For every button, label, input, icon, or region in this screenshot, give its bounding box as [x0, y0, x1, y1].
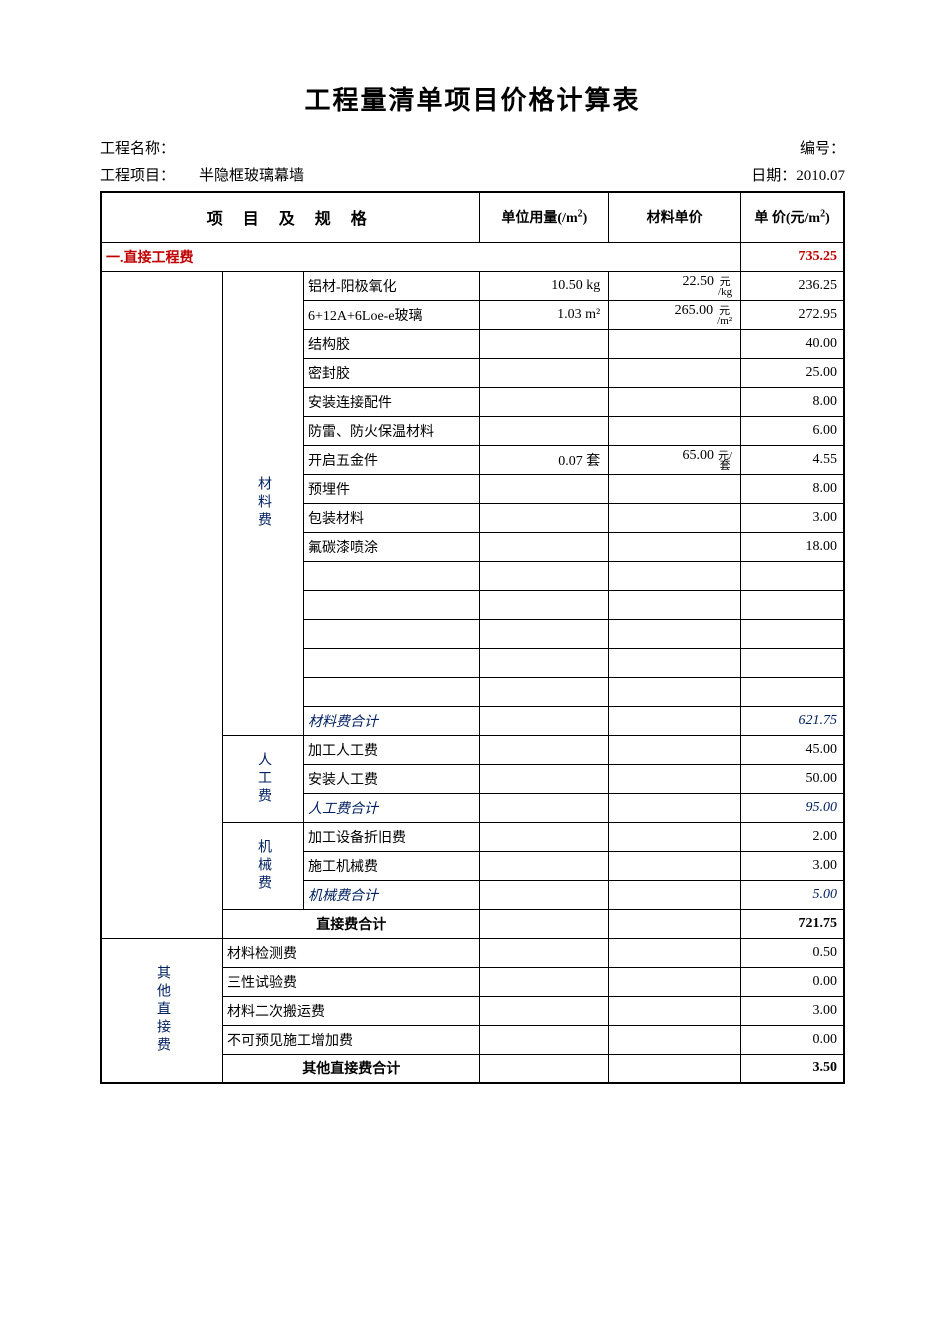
- item-price: 236.25: [741, 271, 844, 300]
- item-price: 3.00: [741, 851, 844, 880]
- item-price: 0.00: [741, 1025, 844, 1054]
- item-unitprice: 65.00元/套: [609, 445, 741, 474]
- meta-row-1: 工程名称： 编号：: [100, 137, 845, 158]
- category-machinery: 机械费: [223, 822, 304, 909]
- machinery-subtotal: 5.00: [741, 880, 844, 909]
- item-desc: 不可预见施工增加费: [223, 1025, 480, 1054]
- item-unitprice: [609, 532, 741, 561]
- item-price: 45.00: [741, 735, 844, 764]
- item-usage: [480, 474, 609, 503]
- item-price: 3.00: [741, 503, 844, 532]
- item-price: 2.00: [741, 822, 844, 851]
- item-desc: 氟碳漆喷涂: [304, 532, 480, 561]
- item-desc: 材料二次搬运费: [223, 996, 480, 1025]
- item-price: 6.00: [741, 416, 844, 445]
- pricing-table: 项 目 及 规 格 单位用量(/m2) 材料单价 单 价(元/m2) 一.直接工…: [100, 191, 845, 1084]
- item-price: 0.50: [741, 938, 844, 967]
- item-unitprice: 22.50元/kg: [609, 271, 741, 300]
- item-usage: [480, 416, 609, 445]
- item-desc: 安装连接配件: [304, 387, 480, 416]
- project-value: 半隐框玻璃幕墙: [199, 164, 304, 185]
- item-unitprice: [609, 416, 741, 445]
- item-desc: 预埋件: [304, 474, 480, 503]
- item-unitprice: 265.00元/m²: [609, 300, 741, 329]
- materials-subtotal-label: 材料费合计: [304, 706, 480, 735]
- item-unitprice: [609, 474, 741, 503]
- item-price: 3.00: [741, 996, 844, 1025]
- item-usage: [480, 358, 609, 387]
- item-desc: 密封胶: [304, 358, 480, 387]
- item-usage: 10.50 kg: [480, 271, 609, 300]
- materials-subtotal: 621.75: [741, 706, 844, 735]
- item-desc: 材料检测费: [223, 938, 480, 967]
- item-desc: 加工人工费: [304, 735, 480, 764]
- number-label: 编号：: [800, 137, 845, 158]
- meta-row-2: 工程项目： 半隐框玻璃幕墙 日期：2010.07: [100, 164, 845, 185]
- category-labor: 人工费: [223, 735, 304, 822]
- item-price: 40.00: [741, 329, 844, 358]
- item-desc: 防雷、防火保温材料: [304, 416, 480, 445]
- item-price: 25.00: [741, 358, 844, 387]
- other-subtotal-label: 其他直接费合计: [223, 1054, 480, 1083]
- item-unitprice: [609, 329, 741, 358]
- project-label: 工程项目：: [100, 164, 175, 185]
- item-price: 272.95: [741, 300, 844, 329]
- item-usage: 0.07 套: [480, 445, 609, 474]
- category-materials: 材料费: [223, 271, 304, 735]
- labor-subtotal-label: 人工费合计: [304, 793, 480, 822]
- item-price: 8.00: [741, 474, 844, 503]
- machinery-subtotal-label: 机械费合计: [304, 880, 480, 909]
- table-body: 一.直接工程费735.25 材料费铝材-阳极氧化10.50 kg22.50元/kg…: [101, 242, 844, 1083]
- item-desc: 加工设备折旧费: [304, 822, 480, 851]
- item-usage: [480, 387, 609, 416]
- item-usage: 1.03 m²: [480, 300, 609, 329]
- item-desc: 包装材料: [304, 503, 480, 532]
- item-price: 4.55: [741, 445, 844, 474]
- header-unitprice: 材料单价: [609, 192, 741, 242]
- header-spec: 项 目 及 规 格: [101, 192, 480, 242]
- date-value: 2010.07: [796, 168, 845, 184]
- header-price: 单 价(元/m2): [741, 192, 844, 242]
- item-price: 50.00: [741, 764, 844, 793]
- item-desc: 6+12A+6Loe-e玻璃: [304, 300, 480, 329]
- header-usage: 单位用量(/m2): [480, 192, 609, 242]
- item-unitprice: [609, 358, 741, 387]
- item-desc: 开启五金件: [304, 445, 480, 474]
- date-label: 日期：: [751, 168, 796, 184]
- item-price: 0.00: [741, 967, 844, 996]
- item-desc: 结构胶: [304, 329, 480, 358]
- item-desc: 铝材-阳极氧化: [304, 271, 480, 300]
- direct-total-value: 721.75: [741, 909, 844, 938]
- labor-subtotal: 95.00: [741, 793, 844, 822]
- project-name-label: 工程名称：: [100, 137, 175, 158]
- category-other: 其他直接费: [101, 938, 223, 1083]
- item-usage: [480, 532, 609, 561]
- item-usage: [480, 503, 609, 532]
- direct-total-label: 直接费合计: [223, 909, 480, 938]
- page-title: 工程量清单项目价格计算表: [100, 80, 845, 117]
- item-price: 18.00: [741, 532, 844, 561]
- item-desc: 三性试验费: [223, 967, 480, 996]
- item-desc: 安装人工费: [304, 764, 480, 793]
- left-stub: [101, 271, 223, 938]
- item-usage: [480, 329, 609, 358]
- other-subtotal: 3.50: [741, 1054, 844, 1083]
- table-header-row: 项 目 及 规 格 单位用量(/m2) 材料单价 单 价(元/m2): [101, 192, 844, 242]
- item-desc: 施工机械费: [304, 851, 480, 880]
- item-unitprice: [609, 503, 741, 532]
- item-price: 8.00: [741, 387, 844, 416]
- section-header: 一.直接工程费: [101, 242, 741, 271]
- section-total: 735.25: [741, 242, 844, 271]
- item-unitprice: [609, 387, 741, 416]
